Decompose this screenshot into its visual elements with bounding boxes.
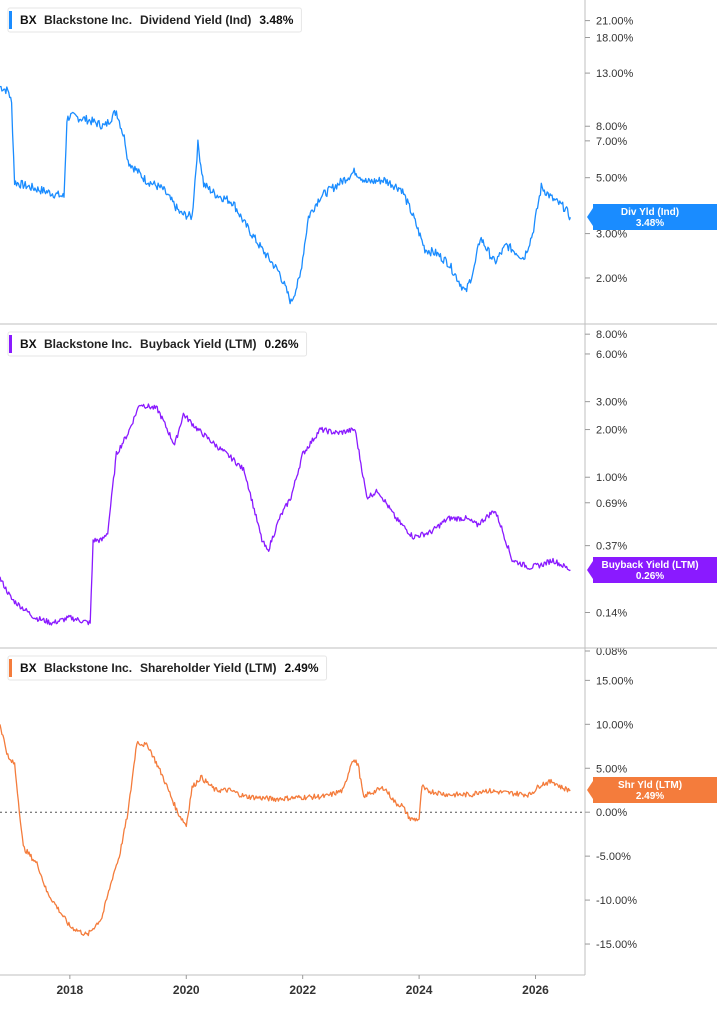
x-tick-label: 2018 (56, 983, 83, 997)
y-tick-label: 15.00% (596, 675, 634, 687)
legend-company: Blackstone Inc. (44, 661, 132, 675)
badge-label: Shr Yld (LTM) (618, 780, 682, 791)
legend-value: 0.26% (265, 337, 299, 351)
last-value-badge (593, 557, 717, 583)
y-tick-label: 3.00% (596, 229, 627, 241)
legend-value: 2.49% (285, 661, 319, 675)
y-tick-label: -5.00% (596, 851, 631, 863)
badge-label: Buyback Yield (LTM) (601, 560, 698, 571)
legend-ticker: BX (20, 661, 37, 675)
series-line (0, 85, 572, 305)
series-line (0, 403, 571, 626)
badge-value: 0.26% (636, 571, 664, 582)
x-tick-label: 2026 (522, 983, 549, 997)
legend-metric: Buyback Yield (LTM) (140, 337, 256, 351)
legend-color-swatch (9, 659, 12, 677)
legend-metric: Dividend Yield (Ind) (140, 13, 251, 27)
y-tick-label: 6.00% (596, 349, 627, 361)
panel-1: 21.00% 18.00% 13.00% 8.00% 7.00% 5.00% 3.00% 2.… (0, 7, 717, 305)
y-tick-label: 8.00% (596, 329, 627, 341)
y-tick-label: 3.00% (596, 397, 627, 409)
legend-ticker: BX (20, 13, 37, 27)
y-tick-label: 21.00% (596, 16, 634, 28)
badge-label: Div Yld (Ind) (621, 207, 679, 218)
y-tick-label: 5.00% (596, 173, 627, 185)
legend[interactable]: BX Blackstone Inc. Buyback Yield (LTM) 0.26… (7, 331, 308, 357)
y-tick-label: 1.00% (596, 472, 627, 484)
y-tick-label: 18.00% (596, 32, 634, 44)
y-tick-label: 0.14% (596, 607, 627, 619)
badge-pointer (587, 781, 593, 799)
y-tick-label: 0.69% (596, 498, 627, 510)
legend-color-swatch (9, 335, 12, 353)
legend-box (7, 655, 328, 681)
x-tick-label: 2022 (289, 983, 316, 997)
y-tick-label: 0.00% (596, 807, 627, 819)
series-line (0, 724, 571, 937)
badge-pointer (587, 561, 593, 579)
legend-company: Blackstone Inc. (44, 13, 132, 27)
badge-pointer (587, 208, 593, 226)
y-tick-label: 0.08% (596, 646, 627, 658)
legend-ticker: BX (20, 337, 37, 351)
x-axis: 2018 2020 2022 2024 2026 (56, 975, 549, 997)
y-tick-label: 2.00% (596, 273, 627, 285)
last-value-badge (593, 777, 717, 803)
legend[interactable]: BX Blackstone Inc. Dividend Yield (Ind) 3.4… (7, 7, 302, 33)
panel-2: 8.00% 6.00% 3.00% 2.00% 1.00% 0.69% 0.37% 0.14%… (0, 323, 717, 658)
y-tick-label: 13.00% (596, 68, 634, 80)
legend[interactable]: BX Blackstone Inc. Shareholder Yield (LTM)… (7, 655, 328, 681)
legend-metric: Shareholder Yield (LTM) (140, 661, 276, 675)
x-tick-label: 2020 (173, 983, 200, 997)
legend-company: Blackstone Inc. (44, 337, 132, 351)
y-tick-label: 0.37% (596, 541, 627, 553)
legend-box (7, 331, 308, 357)
y-tick-label: -15.00% (596, 939, 637, 951)
y-tick-label: -10.00% (596, 895, 637, 907)
x-tick-label: 2024 (406, 983, 433, 997)
y-tick-label: 7.00% (596, 136, 627, 148)
legend-value: 3.48% (259, 13, 293, 27)
legend-color-swatch (9, 11, 12, 29)
y-tick-label: 2.00% (596, 425, 627, 437)
badge-value: 2.49% (636, 791, 664, 802)
last-value-badge (593, 204, 717, 230)
badge-value: 3.48% (636, 218, 664, 229)
y-tick-label: 5.00% (596, 763, 627, 775)
legend-box (7, 7, 302, 33)
panel-3: 15.00% 10.00% 5.00% 0.00% -5.00% -10.00% -15.0… (0, 647, 717, 951)
y-tick-label: 8.00% (596, 121, 627, 133)
y-tick-label: 10.00% (596, 719, 634, 731)
